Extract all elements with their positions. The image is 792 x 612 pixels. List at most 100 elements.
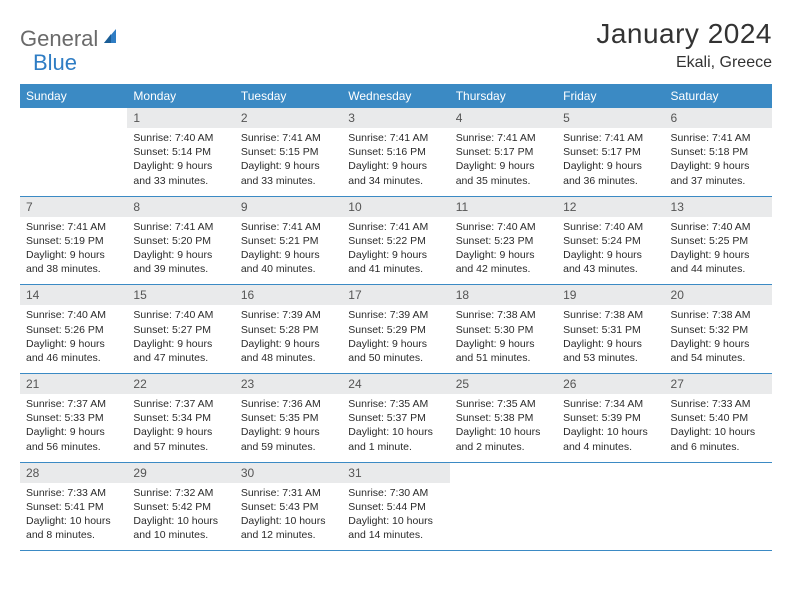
sunrise-text: Sunrise: 7:40 AM (671, 220, 766, 234)
calendar-cell (557, 462, 664, 551)
sunset-text: Sunset: 5:15 PM (241, 145, 336, 159)
daylight-text: Daylight: 10 hours and 6 minutes. (671, 425, 766, 453)
daylight-text: Daylight: 9 hours and 40 minutes. (241, 248, 336, 276)
sunset-text: Sunset: 5:18 PM (671, 145, 766, 159)
sunrise-text: Sunrise: 7:40 AM (133, 308, 228, 322)
daylight-text: Daylight: 9 hours and 42 minutes. (456, 248, 551, 276)
daylight-text: Daylight: 9 hours and 34 minutes. (348, 159, 443, 187)
day-number: 16 (235, 285, 342, 305)
daylight-text: Daylight: 10 hours and 14 minutes. (348, 514, 443, 542)
daylight-text: Daylight: 9 hours and 33 minutes. (133, 159, 228, 187)
day-content: Sunrise: 7:33 AMSunset: 5:41 PMDaylight:… (20, 483, 127, 551)
daylight-text: Daylight: 9 hours and 51 minutes. (456, 337, 551, 365)
sunset-text: Sunset: 5:17 PM (456, 145, 551, 159)
daylight-text: Daylight: 9 hours and 44 minutes. (671, 248, 766, 276)
day-content: Sunrise: 7:40 AMSunset: 5:14 PMDaylight:… (127, 128, 234, 196)
calendar-cell: 12Sunrise: 7:40 AMSunset: 5:24 PMDayligh… (557, 196, 664, 285)
daylight-text: Daylight: 9 hours and 57 minutes. (133, 425, 228, 453)
sunrise-text: Sunrise: 7:40 AM (563, 220, 658, 234)
day-number: 15 (127, 285, 234, 305)
sunrise-text: Sunrise: 7:40 AM (133, 131, 228, 145)
daylight-text: Daylight: 9 hours and 50 minutes. (348, 337, 443, 365)
day-number: 24 (342, 374, 449, 394)
day-number: 27 (665, 374, 772, 394)
calendar-cell: 24Sunrise: 7:35 AMSunset: 5:37 PMDayligh… (342, 374, 449, 463)
sunset-text: Sunset: 5:43 PM (241, 500, 336, 514)
calendar-row: 1Sunrise: 7:40 AMSunset: 5:14 PMDaylight… (20, 108, 772, 196)
sunset-text: Sunset: 5:30 PM (456, 323, 551, 337)
daylight-text: Daylight: 9 hours and 46 minutes. (26, 337, 121, 365)
sunset-text: Sunset: 5:28 PM (241, 323, 336, 337)
calendar-cell: 22Sunrise: 7:37 AMSunset: 5:34 PMDayligh… (127, 374, 234, 463)
sunrise-text: Sunrise: 7:36 AM (241, 397, 336, 411)
day-number: 2 (235, 108, 342, 128)
dow-tue: Tuesday (235, 84, 342, 108)
sunrise-text: Sunrise: 7:39 AM (348, 308, 443, 322)
sunrise-text: Sunrise: 7:41 AM (241, 131, 336, 145)
location: Ekali, Greece (596, 54, 772, 72)
calendar-cell: 15Sunrise: 7:40 AMSunset: 5:27 PMDayligh… (127, 285, 234, 374)
sunrise-text: Sunrise: 7:38 AM (563, 308, 658, 322)
day-content: Sunrise: 7:33 AMSunset: 5:40 PMDaylight:… (665, 394, 772, 462)
calendar-cell: 23Sunrise: 7:36 AMSunset: 5:35 PMDayligh… (235, 374, 342, 463)
sunset-text: Sunset: 5:19 PM (26, 234, 121, 248)
sunrise-text: Sunrise: 7:34 AM (563, 397, 658, 411)
daylight-text: Daylight: 10 hours and 4 minutes. (563, 425, 658, 453)
sunrise-text: Sunrise: 7:35 AM (456, 397, 551, 411)
sunset-text: Sunset: 5:16 PM (348, 145, 443, 159)
sunrise-text: Sunrise: 7:33 AM (671, 397, 766, 411)
calendar-cell: 27Sunrise: 7:33 AMSunset: 5:40 PMDayligh… (665, 374, 772, 463)
sunset-text: Sunset: 5:22 PM (348, 234, 443, 248)
sunrise-text: Sunrise: 7:40 AM (26, 308, 121, 322)
daylight-text: Daylight: 9 hours and 39 minutes. (133, 248, 228, 276)
daylight-text: Daylight: 9 hours and 47 minutes. (133, 337, 228, 365)
calendar-cell: 19Sunrise: 7:38 AMSunset: 5:31 PMDayligh… (557, 285, 664, 374)
sunrise-text: Sunrise: 7:37 AM (26, 397, 121, 411)
day-number: 3 (342, 108, 449, 128)
daylight-text: Daylight: 10 hours and 8 minutes. (26, 514, 121, 542)
day-number: 19 (557, 285, 664, 305)
calendar-cell: 11Sunrise: 7:40 AMSunset: 5:23 PMDayligh… (450, 196, 557, 285)
sunset-text: Sunset: 5:25 PM (671, 234, 766, 248)
calendar-cell: 29Sunrise: 7:32 AMSunset: 5:42 PMDayligh… (127, 462, 234, 551)
day-content: Sunrise: 7:34 AMSunset: 5:39 PMDaylight:… (557, 394, 664, 462)
day-content: Sunrise: 7:41 AMSunset: 5:17 PMDaylight:… (450, 128, 557, 196)
calendar-row: 14Sunrise: 7:40 AMSunset: 5:26 PMDayligh… (20, 285, 772, 374)
sunrise-text: Sunrise: 7:41 AM (671, 131, 766, 145)
dow-row: Sunday Monday Tuesday Wednesday Thursday… (20, 84, 772, 108)
title-block: January 2024 Ekali, Greece (596, 18, 772, 72)
day-content: Sunrise: 7:30 AMSunset: 5:44 PMDaylight:… (342, 483, 449, 551)
day-number: 11 (450, 197, 557, 217)
day-content: Sunrise: 7:40 AMSunset: 5:26 PMDaylight:… (20, 305, 127, 373)
sunset-text: Sunset: 5:17 PM (563, 145, 658, 159)
dow-sun: Sunday (20, 84, 127, 108)
logo-word1: General (20, 26, 98, 52)
calendar-cell: 6Sunrise: 7:41 AMSunset: 5:18 PMDaylight… (665, 108, 772, 196)
calendar-cell: 8Sunrise: 7:41 AMSunset: 5:20 PMDaylight… (127, 196, 234, 285)
day-content: Sunrise: 7:38 AMSunset: 5:30 PMDaylight:… (450, 305, 557, 373)
calendar-cell: 1Sunrise: 7:40 AMSunset: 5:14 PMDaylight… (127, 108, 234, 196)
header: General January 2024 Ekali, Greece (20, 18, 772, 72)
calendar-cell: 26Sunrise: 7:34 AMSunset: 5:39 PMDayligh… (557, 374, 664, 463)
day-number: 18 (450, 285, 557, 305)
day-content: Sunrise: 7:40 AMSunset: 5:27 PMDaylight:… (127, 305, 234, 373)
sunset-text: Sunset: 5:33 PM (26, 411, 121, 425)
daylight-text: Daylight: 9 hours and 54 minutes. (671, 337, 766, 365)
dow-mon: Monday (127, 84, 234, 108)
sunset-text: Sunset: 5:27 PM (133, 323, 228, 337)
daylight-text: Daylight: 9 hours and 35 minutes. (456, 159, 551, 187)
calendar-cell: 30Sunrise: 7:31 AMSunset: 5:43 PMDayligh… (235, 462, 342, 551)
calendar-cell: 18Sunrise: 7:38 AMSunset: 5:30 PMDayligh… (450, 285, 557, 374)
daylight-text: Daylight: 10 hours and 2 minutes. (456, 425, 551, 453)
calendar-cell: 20Sunrise: 7:38 AMSunset: 5:32 PMDayligh… (665, 285, 772, 374)
day-content: Sunrise: 7:37 AMSunset: 5:33 PMDaylight:… (20, 394, 127, 462)
calendar-cell: 10Sunrise: 7:41 AMSunset: 5:22 PMDayligh… (342, 196, 449, 285)
daylight-text: Daylight: 9 hours and 37 minutes. (671, 159, 766, 187)
calendar-cell: 2Sunrise: 7:41 AMSunset: 5:15 PMDaylight… (235, 108, 342, 196)
sunset-text: Sunset: 5:42 PM (133, 500, 228, 514)
dow-fri: Friday (557, 84, 664, 108)
day-number: 22 (127, 374, 234, 394)
day-content: Sunrise: 7:41 AMSunset: 5:19 PMDaylight:… (20, 217, 127, 285)
sunset-text: Sunset: 5:40 PM (671, 411, 766, 425)
sunset-text: Sunset: 5:26 PM (26, 323, 121, 337)
